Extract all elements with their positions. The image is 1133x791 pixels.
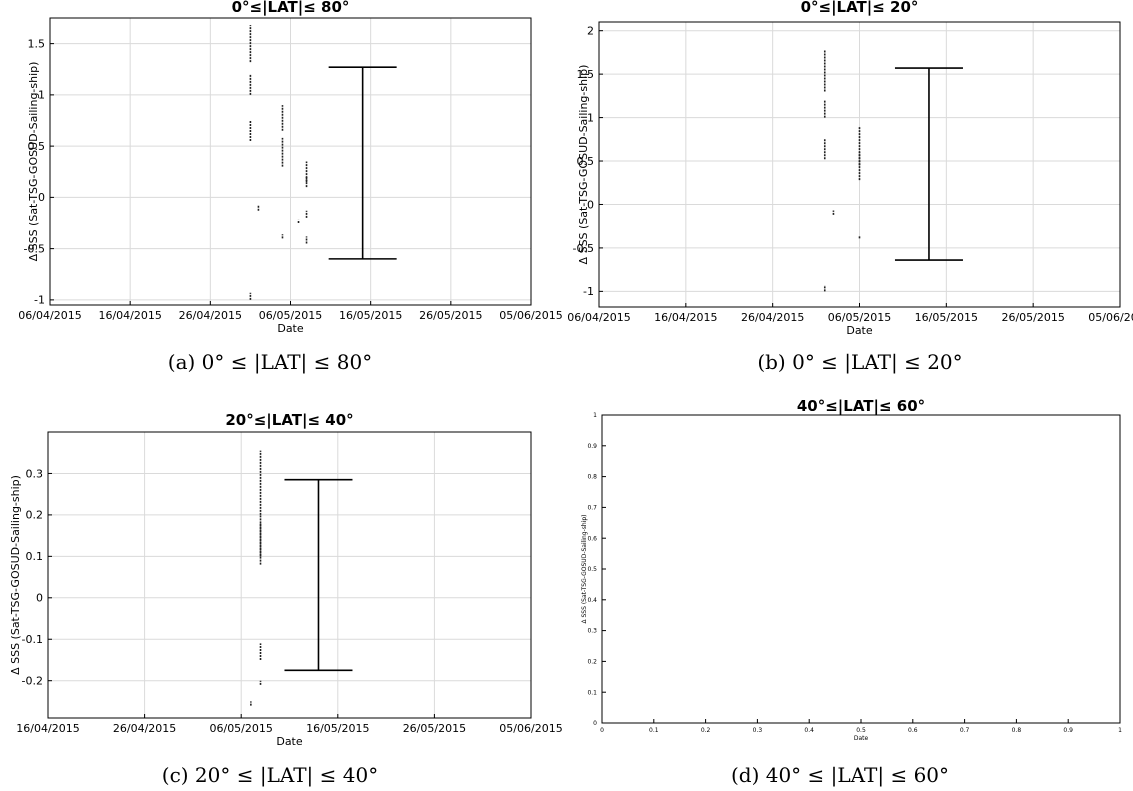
y-tick-label: 0.4 [587,597,597,604]
y-tick-label: -0.1 [22,633,43,646]
x-axis-label: Date [276,735,303,748]
chart-panel-2: 16/04/2015 26/04/2015 06/05/2015 16/05/2015… [9,411,563,748]
caption-c: (c) 20° ≤ |LAT| ≤ 40° [161,763,379,787]
y-tick-label: -1 [583,285,594,298]
x-tick-label: 16/04/2015 [16,722,79,735]
chart-title: 40°≤|LAT|≤ 60° [797,397,925,416]
x-tick-label: 26/05/2015 [1001,311,1064,324]
chart-panel-0: 06/04/2015 16/04/2015 26/04/2015 06/05/2015… [18,0,562,335]
x-tick-label: 06/04/2015 [567,311,630,324]
y-tick-label: 0.9 [587,443,597,450]
x-tick-label: 26/04/2015 [179,309,242,322]
chart-title: 20°≤|LAT|≤ 40° [225,411,353,430]
y-tick-label: 1.5 [28,37,46,50]
x-tick-label: 26/04/2015 [741,311,804,324]
x-tick-label: 0.5 [856,727,866,734]
x-tick-label: 26/05/2015 [403,722,466,735]
chart-panel-3: 0 0.1 0.2 0.3 0.4 0.5 0.6 0.7 0.8 0.9 1 0 0.1 0.2 0.3 0… [581,397,1122,742]
y-axis-label: Δ SSS (Sat-TSG-GOSUD-Sailing-ship) [9,475,22,675]
y-tick-label: -0.5 [573,242,594,255]
x-tick-label: 06/05/2015 [828,311,891,324]
axes-frame [49,17,532,306]
x-tick-label: 0.2 [701,727,711,734]
x-tick-label: 05/06/2015 [1088,311,1133,324]
y-tick-label: 0 [36,592,43,605]
x-axis-label: Date [846,324,873,337]
y-tick-label: 1.5 [577,68,595,81]
x-axis-label: Date [277,322,304,335]
x-tick-label: 26/05/2015 [419,309,482,322]
y-tick-label: 0.2 [26,509,44,522]
x-tick-label: 26/04/2015 [113,722,176,735]
y-tick-label: 0.5 [587,566,597,573]
x-tick-label: 16/04/2015 [654,311,717,324]
x-tick-label: 05/06/2015 [499,309,562,322]
y-tick-label: 0.3 [26,467,44,480]
x-tick-label: 06/05/2015 [209,722,272,735]
y-tick-label: 1 [38,89,45,102]
x-tick-label: 0 [600,727,604,734]
x-tick-label: 16/05/2015 [306,722,369,735]
y-tick-label: 0.2 [587,659,597,666]
x-axis-label: Date [854,735,869,742]
y-tick-label: 0.1 [587,689,597,696]
x-tick-label: 0.3 [753,727,763,734]
y-tick-label: -0.5 [24,242,45,255]
y-tick-label: 0.1 [26,550,44,563]
y-tick-label: 2 [587,25,594,38]
y-tick-label: 0 [593,720,597,727]
y-tick-label: 0.7 [587,505,597,512]
y-tick-label: 0.3 [587,628,597,635]
x-tick-label: 1 [1118,727,1122,734]
x-tick-label: 0.8 [1012,727,1022,734]
y-tick-label: 0 [587,198,594,211]
x-tick-label: 16/04/2015 [98,309,161,322]
y-tick-label: 0.5 [577,155,595,168]
y-tick-label: -0.2 [22,675,43,688]
y-axis-label: Δ SSS (Sat-TSG-GOSUD-Sailing-ship) [581,514,588,623]
x-tick-label: 0.4 [804,727,814,734]
x-tick-label: 05/06/2015 [499,722,562,735]
axes-frame [47,431,532,719]
axes-frame [598,21,1121,308]
x-tick-label: 0.9 [1063,727,1073,734]
x-tick-label: 16/05/2015 [339,309,402,322]
x-tick-label: 0.6 [908,727,918,734]
y-tick-label: -1 [34,294,45,307]
y-tick-label: 0 [38,191,45,204]
y-tick-label: 0.6 [587,535,597,542]
caption-a: (a) 0° ≤ |LAT| ≤ 80° [167,350,373,374]
x-tick-label: 06/04/2015 [18,309,81,322]
y-tick-label: 1 [587,111,594,124]
chart-title: 0°≤|LAT|≤ 20° [801,0,919,17]
y-axis-label: Δ SSS (Sat-TSG-GOSUD-Sailing-ship) [577,65,590,265]
y-tick-label: 0.5 [28,140,46,153]
x-tick-label: 0.1 [649,727,659,734]
y-tick-label: 1 [593,412,597,419]
x-tick-label: 16/05/2015 [915,311,978,324]
y-tick-label: 0.8 [587,474,597,481]
x-tick-label: 06/05/2015 [259,309,322,322]
x-tick-label: 0.7 [960,727,970,734]
axes-frame [601,414,1121,724]
caption-d: (d) 40° ≤ |LAT| ≤ 60° [730,763,950,787]
caption-b: (b) 0° ≤ |LAT| ≤ 20° [757,350,963,374]
chart-title: 0°≤|LAT|≤ 80° [232,0,350,17]
y-axis-label: Δ SSS (Sat-TSG-GOSUD-Sailing-ship) [27,62,40,262]
chart-panel-1: 06/04/2015 16/04/2015 26/04/2015 06/05/2015… [567,0,1133,337]
